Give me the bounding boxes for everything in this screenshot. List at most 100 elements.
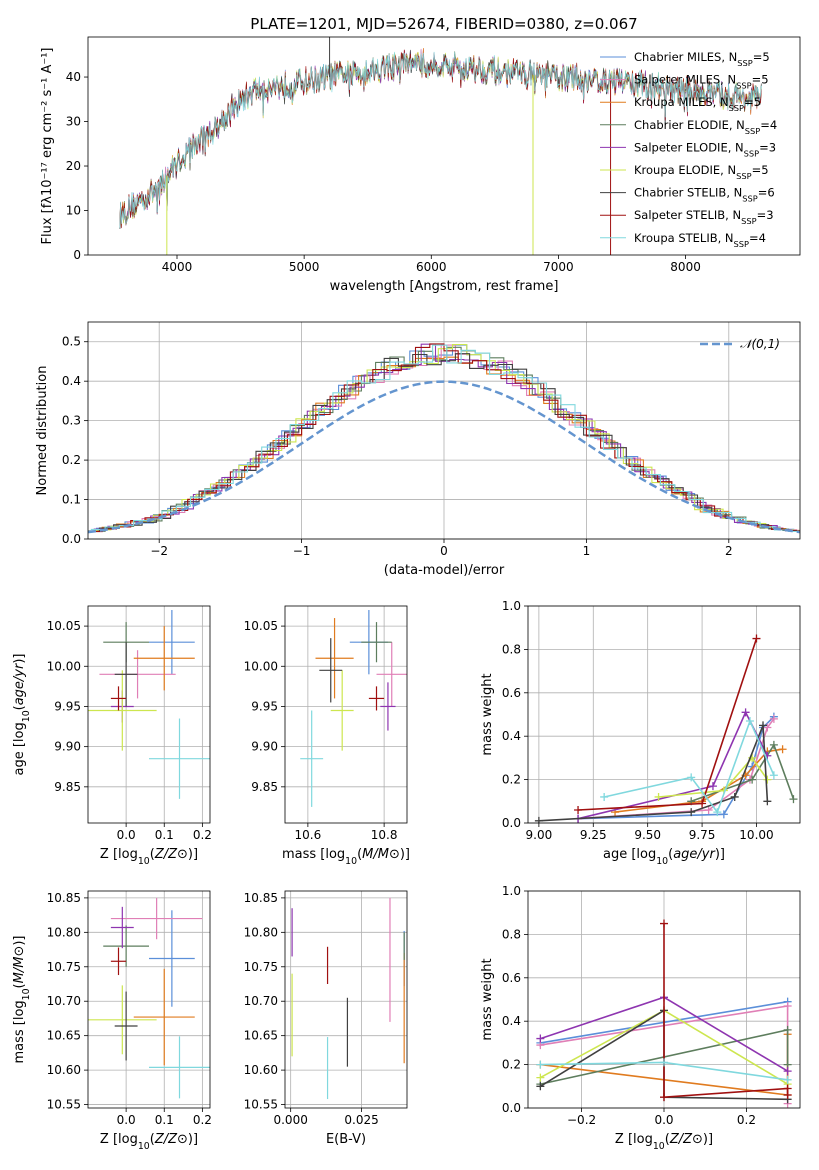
histogram-step [88, 344, 795, 532]
x-tick-label: 6000 [416, 260, 447, 274]
y-tick-label: 0.4 [502, 729, 521, 743]
axes-frame [87, 321, 801, 540]
weight-line [577, 710, 769, 820]
text-part: )] [188, 847, 198, 862]
x-tick-label: −0.2 [567, 1113, 596, 1127]
text-part: Z [log [100, 847, 138, 862]
text-part: ( [357, 847, 362, 862]
text-part: mass weight [480, 673, 495, 755]
text-part: )] [703, 1132, 713, 1147]
weight-marker [704, 805, 713, 814]
y-tick-label: 0.1 [62, 493, 81, 507]
math-part: 𝒩(0,1) [740, 337, 780, 351]
axes-frame [284, 605, 408, 824]
y-tick-label: 10.80 [47, 925, 81, 939]
weight-marker [698, 799, 707, 808]
axes-weight_vs_age: 9.00 9.25 9.50 9.75 10.00 0.0 0.2 0.4 0.6 0.8 1.0 a… [480, 599, 801, 867]
plot-area [88, 343, 800, 534]
text-part: =6 [758, 186, 775, 200]
y-tick-label: 0 [73, 248, 81, 262]
plot-area [300, 610, 407, 807]
weight-line [577, 718, 775, 820]
text-part: Chabrier MILES, N [634, 50, 737, 64]
weight-marker [778, 745, 787, 754]
text-part: )] [12, 653, 27, 663]
text-part: Kroupa STELIB, N [634, 231, 734, 245]
y-tick-label: 20 [66, 159, 81, 173]
weight-marker [789, 795, 798, 804]
legend-label: Kroupa ELODIE, NSSP=5 [634, 163, 769, 181]
legend-label: Salpeter MILES, NSSP=5 [634, 73, 769, 91]
math-part: age/yr [12, 662, 27, 705]
text-part: mass weight [480, 958, 495, 1040]
x-tick-label: 9.50 [634, 828, 661, 842]
y-tick-label: 10.80 [244, 925, 278, 939]
y-tick-label: 0.0 [502, 1101, 521, 1115]
y-tick-label: 10.05 [244, 619, 278, 633]
y-axis-label: Flux [fλ10⁻¹⁷ erg cm⁻² s⁻¹ A⁻¹] [40, 48, 55, 245]
weight-marker [759, 721, 768, 730]
x-tick-label: 10.6 [295, 828, 322, 842]
text-part: )] [715, 847, 725, 862]
legend-label: Chabrier STELIB, NSSP=6 [634, 186, 775, 204]
y-axis-label: mass weight [480, 673, 495, 755]
weight-marker [745, 717, 754, 726]
subscript: SSP [736, 171, 751, 181]
subscript: SSP [737, 58, 752, 68]
x-tick-label: 0.2 [193, 1113, 212, 1127]
y-tick-label: 10.00 [244, 659, 278, 673]
x-tick-label: 7000 [543, 260, 574, 274]
normal-curve [88, 380, 800, 534]
y-tick-label: 10 [66, 204, 81, 218]
text-part: Kroupa ELODIE, N [634, 163, 736, 177]
weight-marker [536, 1034, 545, 1043]
weight-marker [687, 808, 696, 817]
weight-marker [719, 810, 728, 819]
text-part: )] [188, 1132, 198, 1147]
text-part: mass [log [282, 847, 345, 862]
math-part: ⊙ [692, 1132, 703, 1147]
text-part: =3 [759, 140, 776, 154]
x-tick-label: 1 [583, 544, 591, 558]
subscript: 10 [21, 710, 32, 722]
legend-label: Chabrier ELODIE, NSSP=4 [634, 118, 777, 136]
y-tick-label: 0.4 [62, 374, 81, 388]
x-tick-label: 0 [440, 544, 448, 558]
legend-label: Chabrier MILES, NSSP=5 [634, 50, 770, 68]
math-part: Z/Z [154, 1132, 178, 1147]
y-tick-label: 10.55 [244, 1098, 278, 1112]
y-tick-label: 10.00 [47, 659, 81, 673]
y-tick-label: 0.8 [502, 927, 521, 941]
weight-marker [713, 808, 722, 817]
weight-marker [748, 775, 757, 784]
x-axis-label: wavelength [Angstrom, rest frame] [330, 279, 559, 294]
weight-marker [660, 1093, 668, 1102]
weight-marker [708, 782, 717, 791]
y-tick-label: 10.60 [244, 1063, 278, 1077]
text-part: ( [12, 705, 27, 710]
x-tick-label: 0.1 [155, 828, 174, 842]
weight-marker [763, 775, 772, 784]
x-tick-label: 0.2 [193, 828, 212, 842]
text-part: )] [12, 935, 27, 945]
axes-frame [87, 605, 211, 824]
x-tick-label: 0.2 [737, 1113, 756, 1127]
subscript: SSP [744, 148, 759, 158]
text-part: ( [12, 983, 27, 988]
axes-mass_vs_ebv: 0.000 0.025 10.55 10.60 10.65 10.70 10.75 10.80… [244, 890, 408, 1147]
legend-label: Kroupa STELIB, NSSP=4 [634, 231, 766, 249]
subscript: 10 [21, 988, 32, 1000]
text-part: E(B-V) [326, 1132, 366, 1147]
text-part: ( [665, 1132, 670, 1147]
plot-area [536, 919, 792, 1108]
weight-marker [536, 1073, 545, 1082]
y-tick-label: 0.2 [502, 773, 521, 787]
x-tick-label: 0.0 [117, 1113, 136, 1127]
y-tick-label: 30 [66, 115, 81, 129]
y-tick-label: 10.05 [47, 619, 81, 633]
y-tick-label: 9.95 [251, 699, 278, 713]
weight-marker [741, 708, 750, 717]
y-tick-label: 0.6 [502, 971, 521, 985]
